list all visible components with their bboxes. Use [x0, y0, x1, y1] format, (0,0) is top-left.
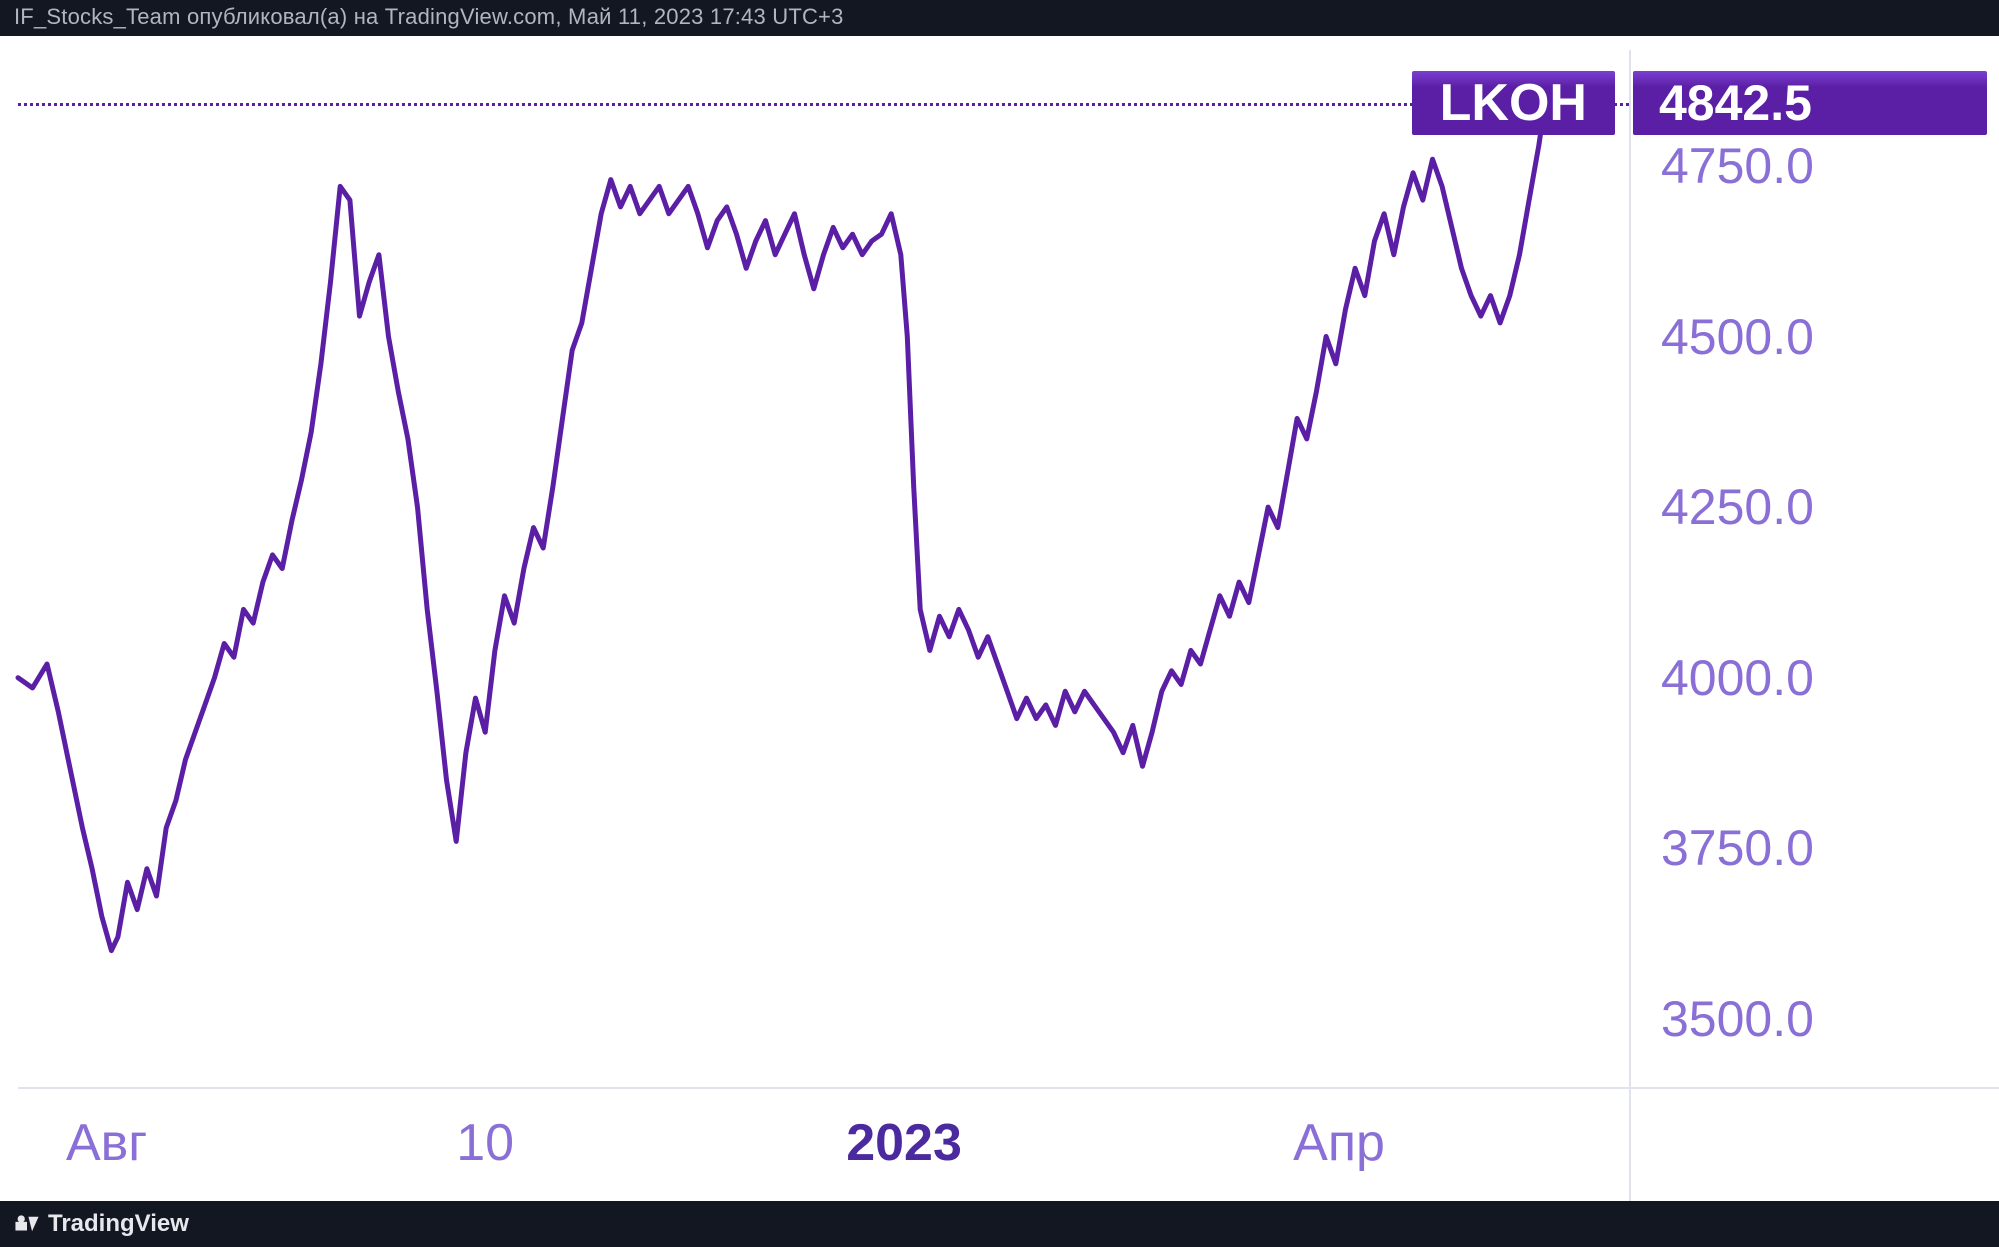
plot-area[interactable]: LKOH [18, 50, 1629, 1087]
axis-corner [1629, 1087, 1999, 1201]
x-tick-label: 10 [456, 1113, 514, 1173]
x-tick-label: Апр [1293, 1113, 1385, 1173]
y-tick-label: 4750.0 [1661, 137, 1814, 195]
y-tick-label: 4000.0 [1661, 649, 1814, 707]
tradingview-logo-icon [14, 1211, 40, 1237]
footer-bar: TradingView [0, 1201, 1999, 1247]
y-tick-label: 3500.0 [1661, 990, 1814, 1048]
header-bar: IF_Stocks_Team опубликовал(а) на Trading… [0, 0, 1999, 36]
current-price-label: 4842.5 [1659, 74, 1812, 132]
current-price-badge: 4842.5 [1633, 71, 1987, 135]
y-tick-label: 3750.0 [1661, 819, 1814, 877]
y-tick-label: 4500.0 [1661, 308, 1814, 366]
chart-area: LKOH RUB 4842.5 4750.04500.04250.04000.0… [0, 36, 1999, 1201]
ticker-label: LKOH [1440, 73, 1587, 133]
x-axis[interactable]: Авг 10 2023 Апр [18, 1087, 1629, 1201]
header-text: IF_Stocks_Team опубликовал(а) на Trading… [14, 4, 844, 29]
ticker-badge: LKOH [1412, 71, 1615, 135]
y-axis[interactable]: RUB 4842.5 4750.04500.04250.04000.03750.… [1629, 50, 1999, 1087]
x-tick-label: 2023 [846, 1113, 962, 1173]
price-line [18, 50, 1629, 1087]
footer-brand: TradingView [48, 1210, 189, 1238]
y-tick-label: 4250.0 [1661, 478, 1814, 536]
x-tick-label: Авг [66, 1113, 147, 1173]
